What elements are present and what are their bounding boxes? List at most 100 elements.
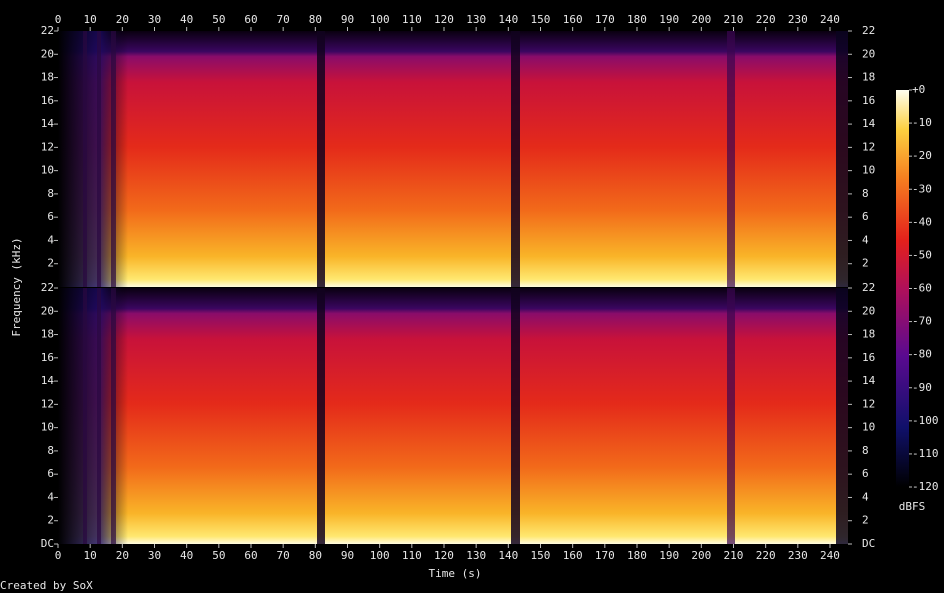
- colorbar-tick-label: -20: [912, 149, 932, 162]
- x-tick-label: 140: [498, 549, 518, 562]
- y-tick-label: 12: [862, 140, 875, 153]
- colorbar-tick-label: -70: [912, 315, 932, 328]
- x-tick-label: 60: [244, 549, 257, 562]
- y-tick-label: 16: [41, 351, 54, 364]
- x-tick-label: 100: [370, 549, 390, 562]
- y-tick-label: 14: [41, 374, 55, 387]
- spectrum-top: [58, 31, 848, 287]
- x-tick-label: 180: [627, 549, 647, 562]
- y-tick-label: 18: [862, 71, 875, 84]
- y-tick-label: 12: [41, 397, 54, 410]
- y-tick-label: 18: [41, 328, 54, 341]
- y-tick-label: 2: [862, 514, 869, 527]
- x-tick-label: 80: [309, 13, 322, 26]
- y-tick-label: 8: [862, 187, 869, 200]
- y-tick-label: 20: [41, 47, 54, 60]
- x-tick-label: 140: [498, 13, 518, 26]
- x-tick-label: 230: [788, 549, 808, 562]
- y-tick-label: 16: [41, 94, 54, 107]
- y-tick-label: 4: [47, 490, 54, 503]
- x-tick-label: 160: [563, 13, 583, 26]
- x-tick-label: 100: [370, 13, 390, 26]
- y-tick-label: 2: [47, 257, 54, 270]
- y-tick-label: 6: [862, 467, 869, 480]
- x-tick-label: 0: [55, 13, 62, 26]
- y-tick-label: 16: [862, 94, 875, 107]
- x-tick-label: 130: [466, 549, 486, 562]
- y-tick-label: 14: [862, 374, 876, 387]
- x-tick-label: 110: [402, 549, 422, 562]
- x-tick-label: 240: [820, 549, 840, 562]
- y-tick-label: 22: [41, 281, 54, 294]
- colorbar-tick-label: -100: [912, 414, 939, 427]
- x-tick-label: 70: [277, 13, 290, 26]
- colorbar-label: dBFS: [899, 500, 926, 513]
- x-tick-label: 190: [659, 13, 679, 26]
- x-tick-label: 210: [724, 549, 744, 562]
- y-tick-label: 20: [862, 304, 875, 317]
- y-tick-label: 6: [47, 467, 54, 480]
- colorbar-tick-label: -10: [912, 116, 932, 129]
- y-tick-label: 14: [41, 117, 55, 130]
- y-tick-label: 8: [47, 444, 54, 457]
- colorbar-tick-label: -30: [912, 182, 932, 195]
- x-tick-label: 50: [212, 549, 225, 562]
- y-tick-label: 4: [862, 233, 869, 246]
- x-tick-label: 80: [309, 549, 322, 562]
- y-tick-label: 6: [47, 210, 54, 223]
- x-tick-label: 130: [466, 13, 486, 26]
- x-tick-label: 120: [434, 13, 454, 26]
- x-tick-label: 40: [180, 13, 193, 26]
- y-tick-label: 14: [862, 117, 876, 130]
- y-tick-label: 10: [41, 421, 54, 434]
- x-tick-label: 170: [595, 13, 615, 26]
- y-tick-label: 12: [41, 140, 54, 153]
- x-tick-label: 200: [691, 13, 711, 26]
- x-tick-label: 120: [434, 549, 454, 562]
- colorbar-tick-label: -120: [912, 480, 939, 493]
- x-tick-label: 230: [788, 13, 808, 26]
- colorbar-tick-label: -80: [912, 348, 932, 361]
- x-tick-label: 220: [756, 549, 776, 562]
- x-tick-label: 210: [724, 13, 744, 26]
- x-tick-label: 90: [341, 549, 354, 562]
- x-tick-label: 30: [148, 13, 161, 26]
- x-tick-label: 70: [277, 549, 290, 562]
- y-tick-label: DC: [862, 537, 875, 550]
- x-tick-label: 190: [659, 549, 679, 562]
- x-tick-label: 150: [531, 549, 551, 562]
- x-tick-label: 30: [148, 549, 161, 562]
- x-tick-label: 160: [563, 549, 583, 562]
- x-tick-label: 200: [691, 549, 711, 562]
- colorbar-tick-label: -50: [912, 248, 932, 261]
- x-tick-label: 50: [212, 13, 225, 26]
- y-tick-label: 2: [862, 257, 869, 270]
- x-tick-label: 110: [402, 13, 422, 26]
- y-tick-label: 12: [862, 397, 875, 410]
- x-tick-label: 240: [820, 13, 840, 26]
- y-tick-label: 10: [41, 164, 54, 177]
- y-tick-label: 8: [47, 187, 54, 200]
- x-tick-label: 10: [84, 13, 97, 26]
- y-tick-label: 18: [41, 71, 54, 84]
- y-tick-label: DC: [41, 537, 54, 550]
- x-tick-label: 10: [84, 549, 97, 562]
- y-tick-label: 18: [862, 328, 875, 341]
- y-tick-label: 22: [862, 24, 875, 37]
- y-tick-label: 22: [862, 281, 875, 294]
- credit: Created by SoX: [0, 579, 93, 592]
- x-tick-label: 20: [116, 13, 129, 26]
- y-tick-label: 16: [862, 351, 875, 364]
- y-tick-label: 6: [862, 210, 869, 223]
- colorbar-tick-label: -60: [912, 282, 932, 295]
- y-tick-label: 10: [862, 421, 875, 434]
- colorbar-tick-label: +0: [912, 83, 925, 96]
- y-tick-label: 2: [47, 514, 54, 527]
- x-tick-label: 60: [244, 13, 257, 26]
- colorbar: [896, 90, 909, 487]
- y-tick-label: 10: [862, 164, 875, 177]
- x-tick-label: 90: [341, 13, 354, 26]
- x-axis-label: Time (s): [429, 567, 482, 580]
- x-tick-label: 40: [180, 549, 193, 562]
